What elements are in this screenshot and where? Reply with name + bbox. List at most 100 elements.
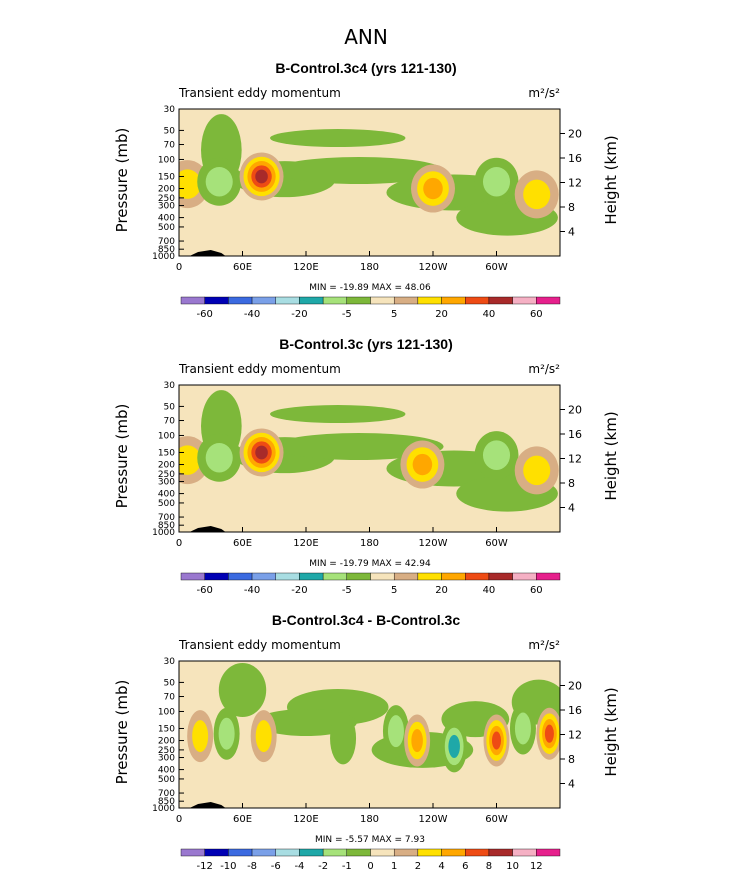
- panel-1: B-Control.3c4 (yrs 121-130) Transient ed…: [113, 60, 620, 320]
- colorbar-swatch: [322, 296, 348, 305]
- y-tick-label: 400: [158, 490, 175, 500]
- colorbar-label: -60: [197, 585, 213, 596]
- colorbar-swatch: [393, 572, 419, 581]
- units-label: m²/s²: [528, 86, 560, 100]
- y-tick-label: 850: [158, 797, 175, 807]
- units-label: m²/s²: [528, 638, 560, 652]
- contour-level: [192, 720, 209, 753]
- contour-level: [423, 177, 443, 200]
- y2-tick-label: 4: [568, 778, 575, 791]
- y-axis-label: Pressure (mb): [113, 404, 131, 509]
- y-tick-label: 700: [158, 513, 175, 523]
- colorbar-label: -40: [244, 585, 260, 596]
- contour-level: [179, 169, 202, 199]
- y-tick-label: 700: [158, 237, 175, 247]
- y2-tick-label: 4: [568, 502, 575, 515]
- colorbar-swatch: [251, 572, 276, 581]
- contour-level: [218, 717, 235, 750]
- colorbar-label: 12: [530, 861, 543, 872]
- y-tick-label: 150: [158, 448, 175, 458]
- contour-patch: [270, 405, 406, 424]
- y-tick-label: 30: [164, 657, 176, 667]
- colorbar-swatch: [417, 572, 442, 581]
- colorbar-label: 0: [367, 861, 373, 872]
- y-tick-label: 200: [158, 737, 175, 747]
- colorbar-swatch: [346, 296, 371, 305]
- y-tick-label: 300: [158, 754, 175, 764]
- colorbar: -12 -10 -8 -6 -4 -2 -1 0 1 2 4 6 8 10 12: [180, 848, 561, 872]
- y-tick-label: 400: [158, 766, 175, 776]
- colorbar-label: 5: [391, 585, 397, 596]
- panel-3: B-Control.3c4 - B-Control.3c Transient e…: [113, 612, 620, 872]
- contour-patch: [274, 432, 444, 460]
- y-axis-label: Pressure (mb): [113, 680, 131, 785]
- y-tick-label: 150: [158, 172, 175, 182]
- y-tick-label: 200: [158, 185, 175, 195]
- colorbar-swatch: [488, 296, 513, 305]
- colorbar-label: -1: [342, 861, 352, 872]
- y2-tick-label: 8: [568, 753, 575, 766]
- colorbar-swatch: [512, 848, 537, 857]
- y-tick-label: 100: [158, 431, 175, 441]
- colorbar-label: 10: [506, 861, 519, 872]
- panel-subtitle: Transient eddy momentum: [178, 362, 341, 376]
- colorbar-label: -2: [318, 861, 328, 872]
- y-tick-label: 1000: [152, 252, 175, 262]
- y-tick-label: 500: [158, 223, 175, 233]
- panel-title: B-Control.3c (yrs 121-130): [279, 336, 453, 352]
- colorbar-label: -20: [291, 309, 307, 320]
- colorbar-swatch: [441, 296, 466, 305]
- colorbar-label: -6: [271, 861, 281, 872]
- y-tick-label: 70: [164, 417, 176, 427]
- y-tick-label: 30: [164, 105, 176, 115]
- colorbar-label: 20: [435, 309, 448, 320]
- colorbar: -60 -40 -20 -5 5 20 40 60: [180, 572, 561, 596]
- colorbar-swatch: [228, 572, 253, 581]
- x-tick-label: 60E: [233, 262, 252, 273]
- x-tick-label: 180: [360, 814, 379, 825]
- y-tick-label: 50: [164, 678, 176, 688]
- x-tick-label: 120E: [293, 538, 318, 549]
- contour-level: [482, 166, 511, 197]
- x-tick-label: 180: [360, 262, 379, 273]
- main-title: ANN: [344, 25, 388, 49]
- contour-level: [412, 453, 433, 476]
- y-tick-label: 1000: [152, 804, 175, 814]
- contour-level: [491, 731, 502, 750]
- colorbar-swatch: [275, 296, 300, 305]
- contour-level: [255, 445, 268, 460]
- contour-patch: [274, 156, 444, 184]
- contour-level: [411, 728, 423, 753]
- y2-tick-label: 12: [568, 729, 582, 742]
- colorbar-swatch: [512, 572, 537, 581]
- topography: [189, 802, 226, 808]
- colorbar-swatch: [488, 572, 513, 581]
- colorbar-swatch: [465, 848, 490, 857]
- y2-tick-label: 8: [568, 201, 575, 214]
- colorbar-swatch: [346, 848, 371, 857]
- min-max-stats: MIN = -5.57 MAX = 7.93: [315, 835, 425, 845]
- colorbar-label: 60: [530, 309, 543, 320]
- colorbar-swatch: [441, 848, 466, 857]
- colorbar-label: 40: [483, 585, 496, 596]
- colorbar-swatch: [465, 296, 490, 305]
- colorbar-swatch: [228, 296, 253, 305]
- contour-level: [330, 712, 357, 765]
- y-tick-label: 300: [158, 202, 175, 212]
- y-tick-label: 50: [164, 126, 176, 136]
- y-tick-label: 250: [158, 194, 175, 204]
- colorbar-swatch: [299, 296, 324, 305]
- y-tick-label: 300: [158, 478, 175, 488]
- x-tick-label: 60W: [485, 814, 508, 825]
- units-label: m²/s²: [528, 362, 560, 376]
- x-tick-label: 60W: [485, 262, 508, 273]
- x-tick-label: 60W: [485, 538, 508, 549]
- y-tick-label: 500: [158, 775, 175, 785]
- y-tick-label: 1000: [152, 528, 175, 538]
- y-tick-label: 70: [164, 693, 176, 703]
- colorbar-label: 40: [483, 309, 496, 320]
- colorbar-swatch: [488, 848, 513, 857]
- y2-tick-label: 8: [568, 477, 575, 490]
- colorbar-swatch: [346, 572, 371, 581]
- x-tick-label: 0: [176, 262, 182, 273]
